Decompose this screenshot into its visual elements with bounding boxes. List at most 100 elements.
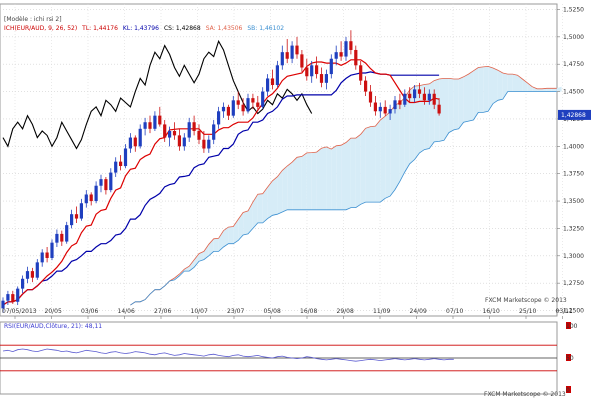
- indicator-legend: ICH(EUR/AUD, 9, 26, 52) TL: 1,44176 KL: 1,…: [4, 25, 284, 32]
- candle-body: [329, 58, 333, 75]
- date-axis: 07/05/2013 20/05 03/06 14/06 27/06 10/07 23/07…: [2, 308, 573, 319]
- x-tick-label: 20/05: [45, 308, 62, 315]
- kumo-cloud: [130, 66, 562, 306]
- kumo-segment: [473, 67, 479, 121]
- kumo-segment: [409, 86, 415, 164]
- candle-body: [84, 194, 88, 204]
- candle-body: [133, 137, 137, 147]
- candle-body: [221, 106, 226, 112]
- kumo-segment: [512, 74, 518, 92]
- kumo-segment: [488, 66, 493, 112]
- kumo-segment: [336, 145, 342, 210]
- legend-item: KL: 1,43796: [123, 25, 159, 32]
- candle-body: [300, 54, 304, 68]
- candle-body: [109, 172, 113, 191]
- candle-body: [16, 288, 20, 302]
- candle-body: [45, 252, 49, 258]
- candle-body: [65, 225, 69, 242]
- candle-body: [79, 203, 83, 219]
- candle-body: [197, 130, 201, 140]
- candle-body: [177, 135, 181, 147]
- x-tick-label: 03/06: [81, 308, 98, 315]
- x-tick-label: 23/07: [227, 308, 244, 315]
- model-label: [Modèle : ichi rsi 2]: [4, 16, 62, 23]
- candle-body: [305, 67, 309, 77]
- kumo-segment: [321, 146, 327, 210]
- kumo-segment: [223, 227, 229, 248]
- price-grid: [0, 4, 563, 316]
- candle-body: [30, 271, 34, 278]
- kumo-segment: [311, 152, 317, 210]
- kumo-segment: [331, 145, 337, 210]
- kumo-segment: [468, 70, 474, 122]
- x-tick-label: 24/09: [410, 308, 427, 315]
- rsi-polyline: [2, 348, 454, 362]
- kumo-segment: [248, 202, 253, 234]
- watermark-bottom: FXCM Marketscope © 2013: [484, 391, 566, 398]
- kumo-segment: [233, 219, 239, 244]
- candle-body: [74, 214, 79, 219]
- candle-body: [310, 65, 314, 77]
- kumo-segment: [448, 78, 454, 133]
- ichimoku-lines: [2, 39, 557, 306]
- kumo-segment: [301, 152, 307, 210]
- kumo-segment: [453, 78, 459, 130]
- candle-body: [290, 45, 294, 59]
- kumo-segment: [478, 66, 484, 113]
- rsi-axis: 100 50 0: [566, 322, 578, 394]
- y-tick-label: 1,4000: [563, 143, 584, 150]
- y-tick-label: 1,5250: [563, 6, 584, 13]
- candle-body: [417, 89, 422, 94]
- legend-item: SB: 1,46102: [247, 25, 284, 32]
- candle-body: [368, 91, 373, 103]
- kumo-segment: [463, 74, 469, 123]
- candle-body: [89, 194, 93, 202]
- candle-body: [334, 52, 338, 59]
- candle-body: [6, 294, 10, 301]
- candle-body: [114, 161, 118, 173]
- rsi-level-marker: [566, 386, 571, 393]
- candle-body: [251, 98, 255, 103]
- candle-body: [212, 124, 216, 140]
- candle-body: [422, 93, 426, 101]
- kumo-segment: [458, 76, 464, 129]
- candle-body: [378, 106, 382, 112]
- legend-item: SA: 1,43506: [206, 25, 243, 32]
- candle-body: [217, 111, 221, 125]
- rsi-line: [2, 348, 454, 362]
- kumo-segment: [282, 166, 288, 212]
- kumo-segment: [483, 66, 489, 113]
- kumo-segment: [414, 85, 420, 160]
- candle-body: [266, 78, 270, 92]
- price-axis: 1,52501,50001,47501,45001,42501,40001,37…: [557, 6, 591, 315]
- y-tick-label: 1,3500: [563, 198, 584, 205]
- candle-body: [364, 80, 368, 92]
- candle-body: [172, 130, 177, 136]
- kumo-segment: [439, 78, 444, 142]
- candle-body: [427, 93, 431, 101]
- kumo-segment: [429, 80, 435, 149]
- rsi-level-marker: [566, 322, 571, 329]
- candle-body: [158, 115, 162, 125]
- y-tick-label: 1,4500: [563, 89, 584, 96]
- kumo-segment: [292, 157, 297, 210]
- candle-body: [270, 78, 275, 86]
- kumo-segment: [527, 82, 533, 92]
- kumo-segment: [346, 138, 351, 210]
- y-tick-label: 1,3250: [563, 225, 584, 232]
- kumo-segment: [287, 162, 293, 210]
- candle-body: [119, 161, 123, 167]
- senkou-span-a-line: [130, 65, 557, 306]
- candle-body: [246, 98, 250, 112]
- legend-item: TL: 1,44176: [81, 25, 118, 32]
- candle-body: [383, 106, 387, 114]
- rsi-legend: RSI(EUR/AUD,Clôture, 21): 48,11: [4, 323, 102, 330]
- y-tick-label: 1,3750: [563, 171, 584, 178]
- candle-body: [354, 49, 358, 66]
- candle-body: [94, 185, 98, 202]
- candle-body: [182, 137, 186, 147]
- legend-item: CS: 1,42868: [164, 25, 201, 32]
- rsi-grid: [0, 344, 557, 372]
- candle-body: [70, 214, 74, 226]
- kumo-segment: [184, 266, 190, 272]
